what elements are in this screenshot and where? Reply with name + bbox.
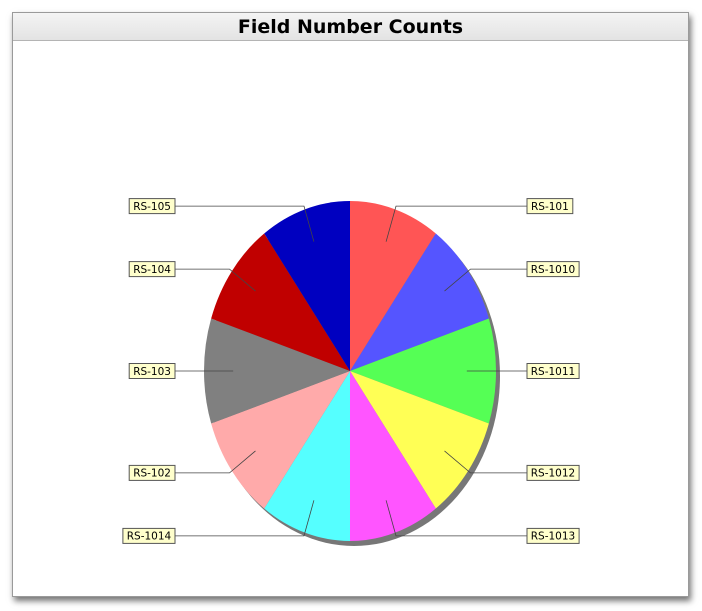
chart-title: Field Number Counts <box>237 15 464 38</box>
leader-line <box>444 268 527 292</box>
slice-label-group: RS-102 <box>128 450 256 481</box>
slice-label-box <box>128 464 176 481</box>
chart-title-bar: Field Number Counts <box>13 13 688 41</box>
slice-label: RS-104 <box>133 264 171 276</box>
leader-line <box>175 450 256 474</box>
slice-label: RS-1010 <box>531 264 575 276</box>
slice-label-box <box>526 527 580 544</box>
slice-label-box <box>526 363 580 379</box>
slice-label-box <box>526 464 580 481</box>
pie-slice-rs-1013[interactable] <box>350 371 436 541</box>
pie-slice-rs-1011[interactable] <box>350 318 496 424</box>
slice-label: RS-105 <box>133 201 171 213</box>
pie-slice-rs-102[interactable] <box>211 371 350 509</box>
slice-label-box <box>128 198 176 215</box>
slice-label-group: RS-1012 <box>444 450 580 481</box>
leader-line <box>175 268 256 292</box>
slice-label-group: RS-1011 <box>466 363 580 379</box>
slice-label-group: RS-105 <box>128 198 315 242</box>
slice-label-group: RS-1013 <box>385 500 580 544</box>
pie-slice-rs-104[interactable] <box>211 233 350 371</box>
slice-label: RS-1011 <box>531 366 575 378</box>
slice-label-box <box>128 363 176 379</box>
slice-label-group: RS-101 <box>385 198 574 242</box>
pie-slice-rs-105[interactable] <box>264 201 350 371</box>
slice-label-group: RS-104 <box>128 261 256 292</box>
slice-label: RS-101 <box>531 201 569 213</box>
pie-slice-rs-101[interactable] <box>350 201 436 371</box>
leader-line <box>175 205 315 242</box>
slice-label-group: RS-1010 <box>444 261 580 292</box>
leader-line <box>444 450 527 474</box>
slice-label-box <box>122 527 176 544</box>
slice-label-group: RS-1014 <box>122 500 315 544</box>
pie-slice-rs-1014[interactable] <box>264 371 350 541</box>
slice-label: RS-1013 <box>531 531 575 543</box>
slice-label: RS-1014 <box>127 531 172 543</box>
pie-slice-rs-1010[interactable] <box>350 233 489 371</box>
pie-slice-rs-103[interactable] <box>204 318 350 424</box>
leader-line <box>385 500 527 537</box>
leader-line <box>385 205 527 242</box>
slice-label-box <box>526 198 574 215</box>
slice-label: RS-1012 <box>531 468 575 480</box>
slice-label: RS-103 <box>133 366 171 378</box>
slice-label-group: RS-103 <box>128 363 234 379</box>
slice-label-box <box>128 261 176 278</box>
pie-slice-rs-1012[interactable] <box>350 371 489 509</box>
slice-label-box <box>526 261 580 278</box>
leader-line <box>175 500 315 537</box>
slice-label: RS-102 <box>133 468 171 480</box>
